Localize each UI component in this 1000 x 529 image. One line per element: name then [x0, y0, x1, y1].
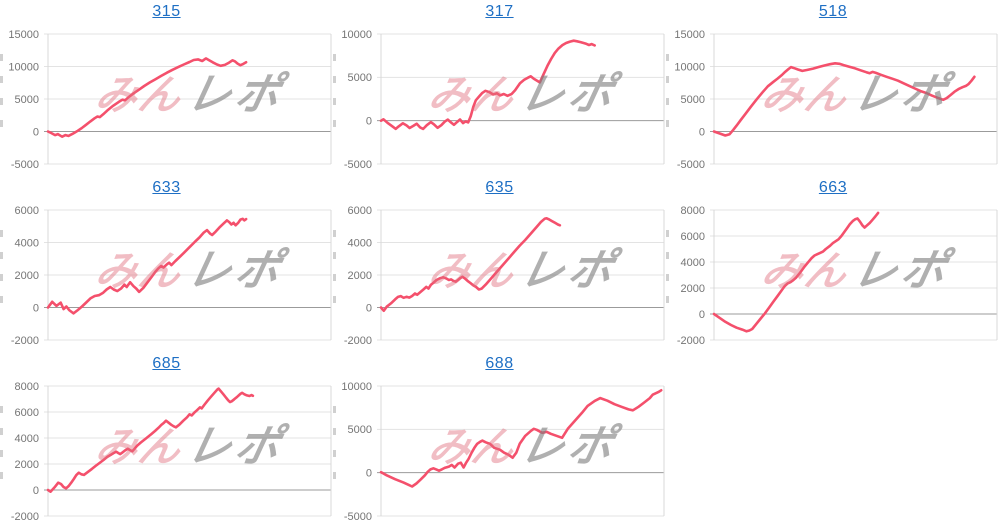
y-axis-title-fragment — [0, 406, 4, 494]
svg-text:6000: 6000 — [15, 205, 39, 217]
chart-title-bar: 317 — [333, 0, 666, 26]
svg-text:0: 0 — [366, 115, 372, 127]
svg-text:-2000: -2000 — [11, 511, 39, 523]
machine-number-link[interactable]: 685 — [152, 355, 181, 372]
svg-text:6000: 6000 — [681, 231, 705, 243]
svg-text:0: 0 — [33, 302, 39, 314]
svg-text:10000: 10000 — [341, 381, 372, 393]
chart-cell: 518 15000 10000 5000 0 -5000 みんレポ — [666, 0, 1000, 176]
machine-number-link[interactable]: 518 — [818, 3, 848, 20]
svg-text:0: 0 — [366, 467, 372, 479]
chart-svg-518: 15000 10000 5000 0 -5000 — [674, 29, 998, 171]
y-axis-title-fragment — [333, 406, 337, 494]
svg-text:-5000: -5000 — [677, 159, 705, 171]
chart-cell: 317 10000 5000 0 -5000 みんレポ — [333, 0, 666, 176]
svg-text:15000: 15000 — [674, 29, 705, 41]
svg-text:6000: 6000 — [348, 205, 372, 217]
svg-text:10000: 10000 — [674, 61, 705, 73]
svg-text:4000: 4000 — [15, 433, 39, 445]
svg-text:-5000: -5000 — [344, 159, 372, 171]
y-axis-title-fragment — [333, 230, 337, 318]
svg-text:0: 0 — [33, 485, 39, 497]
y-axis-title-fragment — [666, 54, 670, 142]
y-axis-title-fragment — [333, 54, 337, 142]
chart-title-bar: 635 — [333, 176, 666, 202]
svg-text:8000: 8000 — [15, 381, 39, 393]
line-chart: 15000 10000 5000 0 -5000 みんレポ — [0, 26, 333, 176]
svg-text:4000: 4000 — [348, 237, 372, 249]
svg-text:15000: 15000 — [8, 29, 39, 41]
svg-text:2000: 2000 — [681, 283, 705, 295]
svg-text:10000: 10000 — [8, 61, 39, 73]
line-chart: 15000 10000 5000 0 -5000 みんレポ — [666, 26, 1000, 176]
y-axis-title-fragment — [0, 54, 4, 142]
line-chart: 10000 5000 0 -5000 みんレポ — [333, 378, 666, 528]
svg-text:5000: 5000 — [15, 94, 39, 106]
chart-title-bar: 315 — [0, 0, 333, 26]
chart-title-bar: 518 — [666, 0, 1000, 26]
chart-svg-663: 8000 6000 4000 2000 0 -2000 — [677, 205, 998, 347]
chart-svg-685: 8000 6000 4000 2000 0 -2000 — [11, 381, 332, 523]
chart-svg-688: 10000 5000 0 -5000 — [341, 381, 665, 523]
chart-title-bar: 663 — [666, 176, 1000, 202]
svg-text:8000: 8000 — [681, 205, 705, 217]
line-chart: 8000 6000 4000 2000 0 -2000 みんレポ — [0, 378, 333, 528]
chart-svg-633: 6000 4000 2000 0 -2000 — [11, 205, 332, 347]
svg-text:-5000: -5000 — [344, 511, 372, 523]
chart-cell: 688 10000 5000 0 -5000 みんレポ — [333, 352, 666, 528]
svg-text:-5000: -5000 — [11, 159, 39, 171]
chart-cell: 685 8000 6000 4000 2000 0 -2000 みんレポ — [0, 352, 333, 528]
svg-text:0: 0 — [699, 126, 705, 138]
svg-text:2000: 2000 — [348, 270, 372, 282]
chart-svg-317: 10000 5000 0 -5000 — [341, 29, 665, 171]
svg-text:2000: 2000 — [15, 270, 39, 282]
chart-cell: 315 15000 10000 5000 0 -5000 みんレポ — [0, 0, 333, 176]
machine-number-link[interactable]: 688 — [485, 355, 514, 372]
svg-text:5000: 5000 — [348, 424, 372, 436]
machine-number-link[interactable]: 315 — [152, 3, 181, 20]
svg-text:6000: 6000 — [15, 407, 39, 419]
line-chart: 6000 4000 2000 0 -2000 みんレポ — [0, 202, 333, 352]
chart-cell: 633 6000 4000 2000 0 -2000 みんレポ — [0, 176, 333, 352]
chart-title-bar: 633 — [0, 176, 333, 202]
line-chart: 10000 5000 0 -5000 みんレポ — [333, 26, 666, 176]
svg-text:-2000: -2000 — [344, 335, 372, 347]
svg-text:4000: 4000 — [681, 257, 705, 269]
y-axis-title-fragment — [0, 230, 4, 318]
svg-text:10000: 10000 — [341, 29, 372, 41]
svg-text:2000: 2000 — [15, 459, 39, 471]
svg-text:0: 0 — [699, 309, 705, 321]
svg-text:5000: 5000 — [348, 72, 372, 84]
chart-title-bar: 685 — [0, 352, 333, 378]
machine-number-link[interactable]: 663 — [818, 179, 848, 196]
chart-svg-315: 15000 10000 5000 0 -5000 — [8, 29, 332, 171]
line-chart: 6000 4000 2000 0 -2000 みんレポ — [333, 202, 666, 352]
chart-svg-635: 6000 4000 2000 0 -2000 — [344, 205, 665, 347]
line-chart: 8000 6000 4000 2000 0 -2000 みんレポ — [666, 202, 1000, 352]
chart-cell: 635 6000 4000 2000 0 -2000 みんレポ — [333, 176, 666, 352]
svg-text:-2000: -2000 — [11, 335, 39, 347]
machine-number-link[interactable]: 635 — [485, 179, 514, 196]
svg-text:0: 0 — [366, 302, 372, 314]
machine-number-link[interactable]: 317 — [485, 3, 514, 20]
svg-text:4000: 4000 — [15, 237, 39, 249]
chart-title-bar: 688 — [333, 352, 666, 378]
svg-text:0: 0 — [33, 126, 39, 138]
svg-text:-2000: -2000 — [677, 335, 705, 347]
svg-text:5000: 5000 — [681, 94, 705, 106]
chart-cell: 663 8000 6000 4000 2000 0 -2000 みんレポ — [666, 176, 1000, 352]
y-axis-title-fragment — [666, 230, 670, 318]
machine-number-link[interactable]: 633 — [152, 179, 181, 196]
